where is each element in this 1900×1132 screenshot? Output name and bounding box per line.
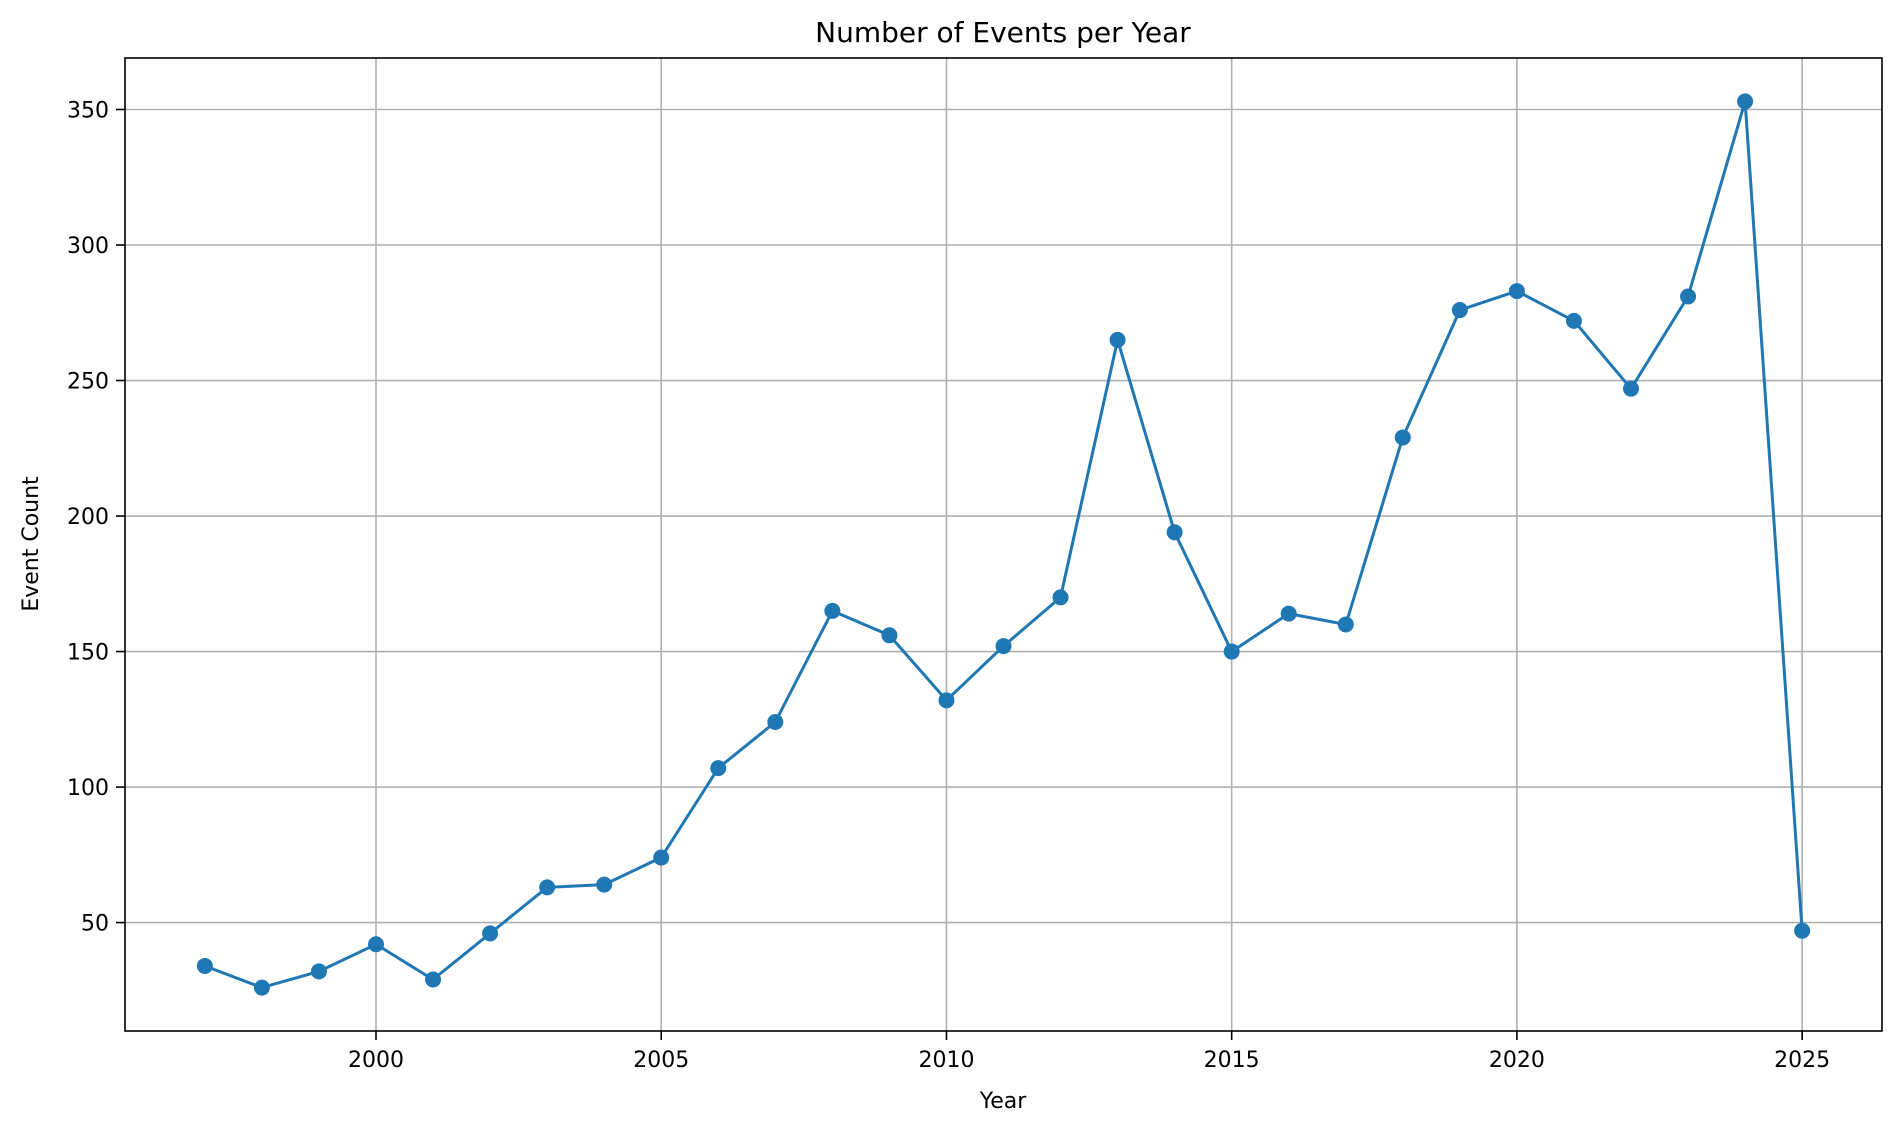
data-point	[1794, 922, 1811, 939]
data-point	[1052, 589, 1069, 606]
y-tick-label: 250	[67, 370, 109, 395]
data-point	[539, 879, 556, 896]
x-tick-label: 2000	[348, 1048, 404, 1073]
data-point	[1394, 429, 1411, 446]
data-point	[368, 936, 384, 953]
y-tick-label: 150	[67, 641, 109, 666]
y-tick-label: 200	[67, 505, 109, 530]
data-point	[653, 849, 670, 866]
data-point	[1737, 93, 1754, 110]
data-point	[881, 627, 898, 644]
data-point	[253, 979, 270, 996]
data-point	[1565, 312, 1582, 329]
data-point	[710, 760, 727, 777]
y-tick-label: 300	[67, 234, 109, 259]
data-point	[310, 963, 327, 980]
data-point	[1109, 331, 1126, 348]
x-tick-label: 2025	[1774, 1048, 1830, 1073]
data-point	[767, 714, 784, 731]
x-tick-label: 2020	[1489, 1048, 1545, 1073]
y-tick-label: 100	[67, 776, 109, 801]
data-point	[1508, 283, 1525, 300]
series-layer	[196, 93, 1811, 996]
plot-frame	[124, 57, 1883, 1032]
data-point	[824, 602, 841, 619]
y-axis-title: Event Count	[19, 476, 44, 612]
y-tick-label: 350	[67, 98, 109, 123]
data-point	[1223, 643, 1240, 660]
data-point	[1166, 524, 1183, 541]
data-point	[938, 692, 955, 709]
data-point	[425, 971, 442, 988]
data-point	[196, 957, 213, 974]
data-point	[1280, 605, 1297, 622]
x-axis-ticks: 2000 2005 2010 2015 2020 2025	[348, 1031, 1830, 1073]
data-point	[1337, 616, 1354, 633]
chart-title: Number of Events per Year	[815, 16, 1191, 49]
y-tick-label: 50	[81, 912, 109, 937]
data-point	[1451, 302, 1468, 319]
y-axis-ticks: 50 100 150 200 250 300 350	[67, 98, 125, 937]
x-tick-label: 2010	[918, 1048, 974, 1073]
data-point	[482, 925, 499, 942]
x-axis-title: Year	[979, 1089, 1028, 1114]
data-point	[1680, 288, 1697, 305]
data-point	[1623, 380, 1639, 397]
data-point	[995, 638, 1012, 655]
x-tick-label: 2015	[1204, 1048, 1260, 1073]
data-point	[596, 876, 613, 893]
x-tick-label: 2005	[633, 1048, 689, 1073]
